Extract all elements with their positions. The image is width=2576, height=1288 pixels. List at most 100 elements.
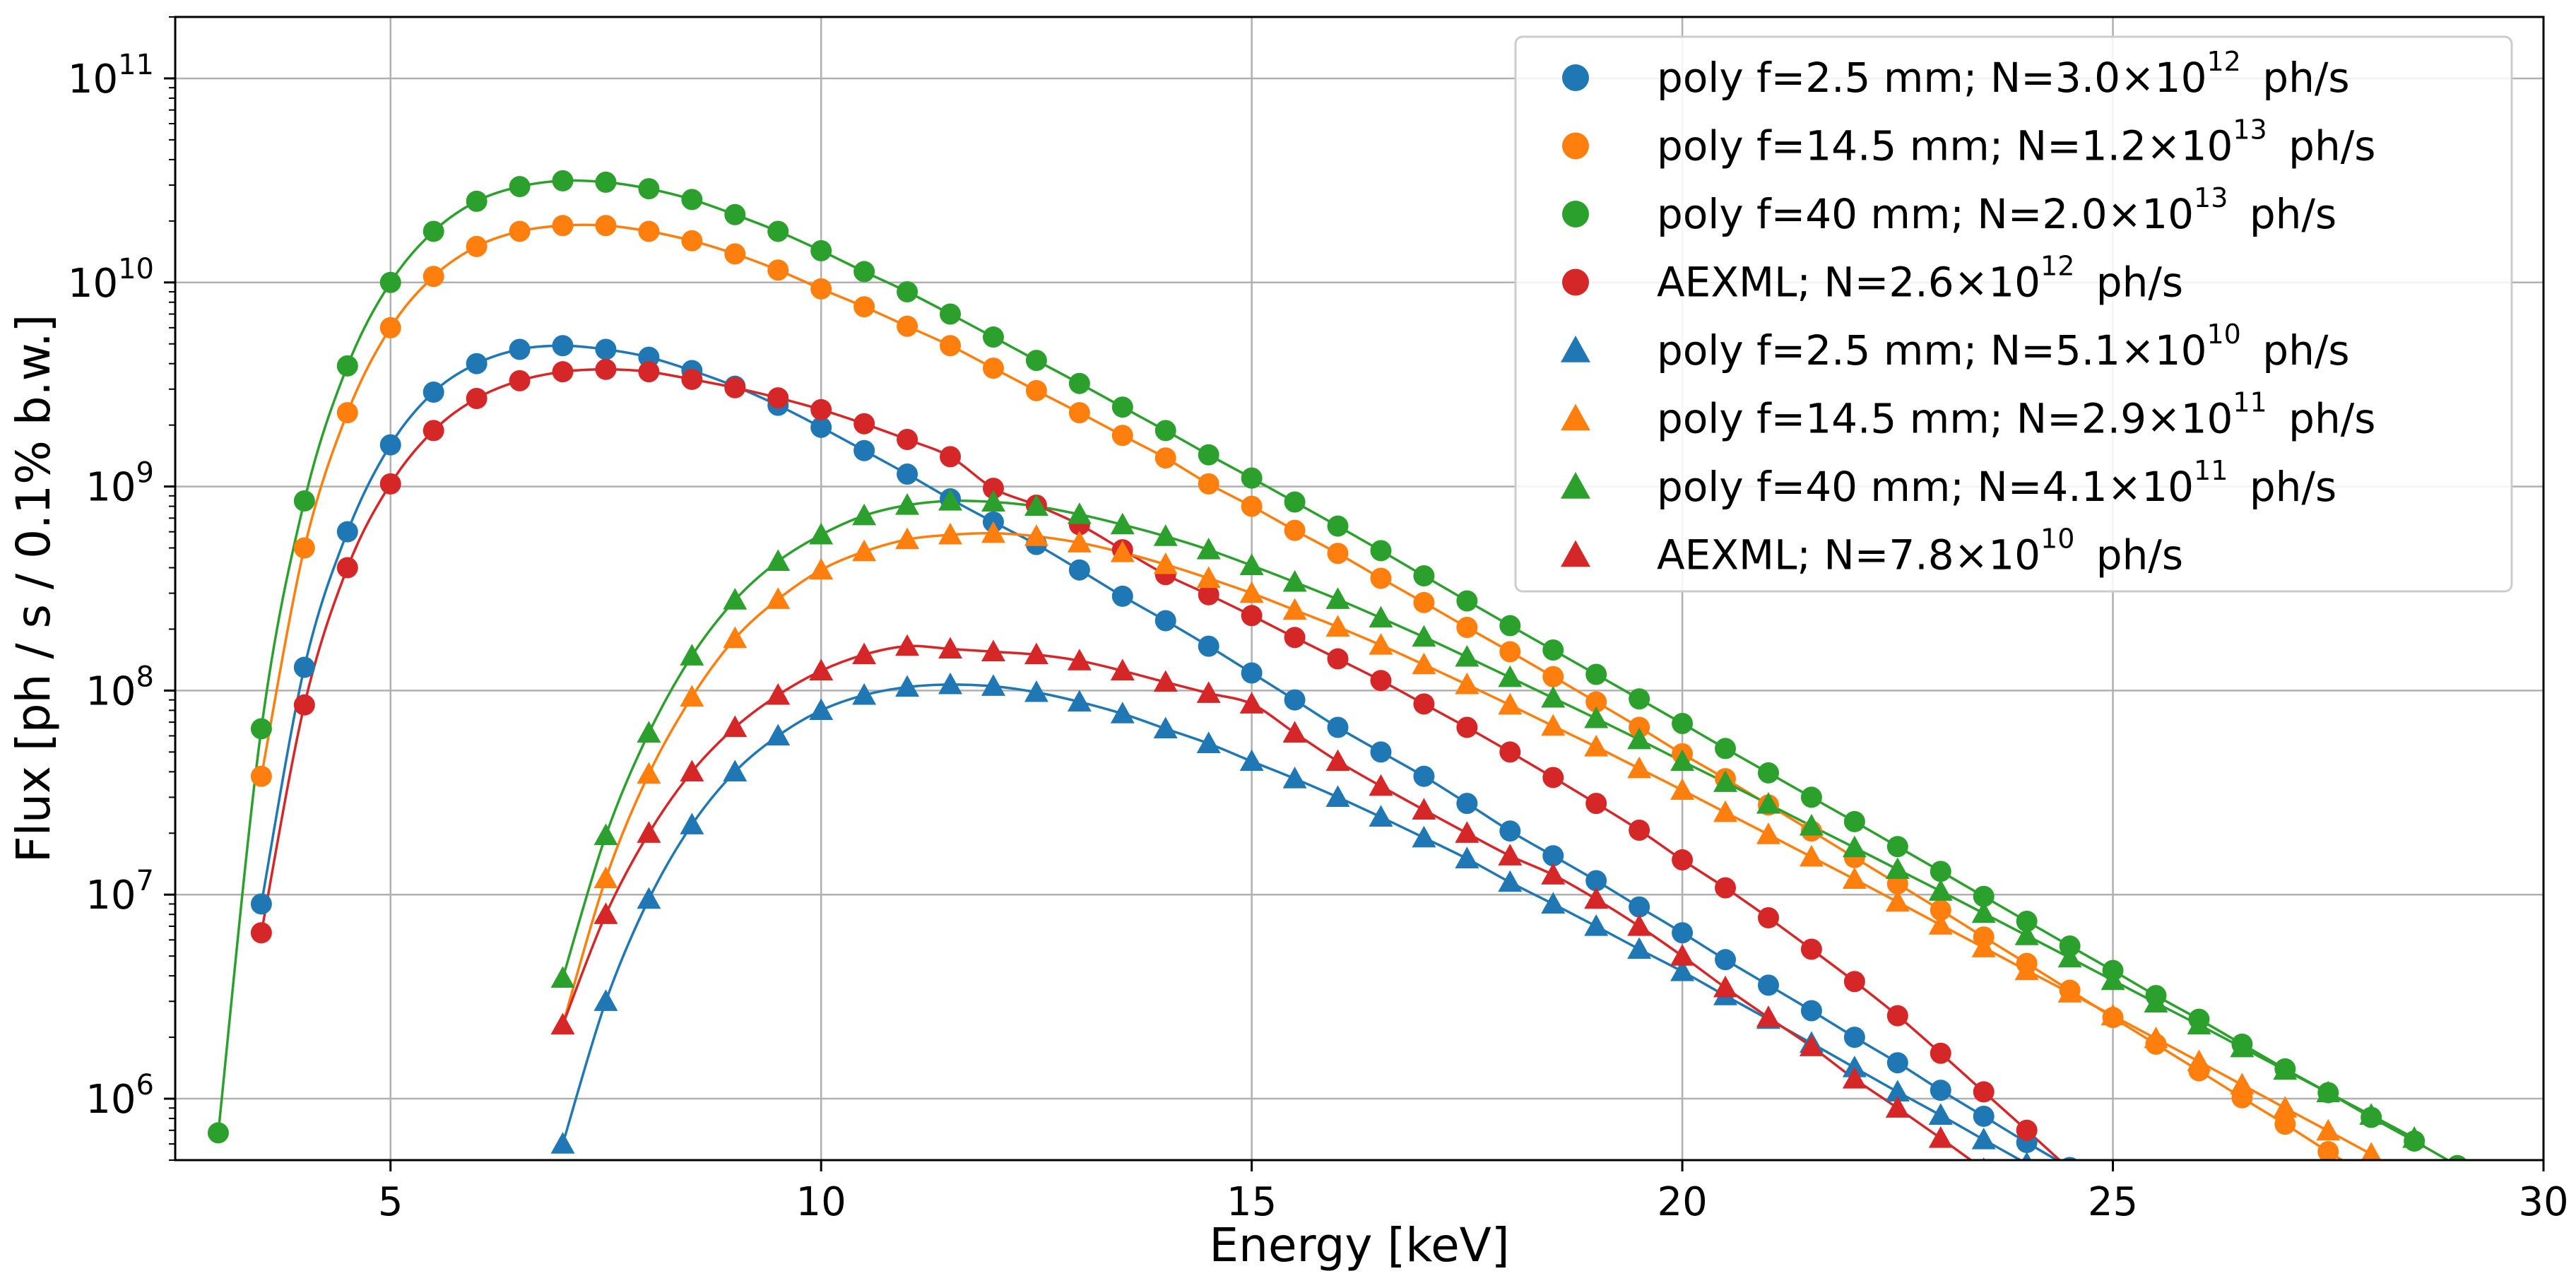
data-point (1542, 845, 1564, 867)
data-point (2101, 1003, 2125, 1026)
data-point (1282, 767, 1307, 788)
data-point (1842, 1056, 1867, 1077)
data-point (1672, 922, 1694, 944)
data-point (897, 463, 918, 485)
data-point (1585, 870, 1607, 892)
data-point (1239, 692, 1264, 714)
legend-entry: poly f=14.5 mm; N=1.2×1013 ph/s (1562, 114, 2376, 170)
data-point (638, 346, 660, 368)
data-point (336, 402, 358, 424)
data-point (2022, 1152, 2032, 1160)
data-point (1412, 625, 1436, 647)
data-point (1971, 901, 1996, 923)
legend-label: poly f=14.5 mm; N=1.2×1013 ph/s (1657, 114, 2376, 170)
data-point (2361, 1167, 2382, 1188)
data-point (767, 387, 789, 409)
data-point (723, 588, 748, 610)
legend-label: AEXML; N=2.6×1012 ph/s (1657, 251, 2183, 307)
data-point (1886, 1052, 1908, 1074)
data-point (1110, 658, 1135, 681)
data-point (1325, 615, 1350, 637)
data-point (250, 718, 272, 740)
data-point (293, 694, 315, 716)
data-point (810, 278, 832, 300)
data-point (550, 1132, 575, 1154)
data-point (509, 338, 531, 360)
data-point (809, 658, 834, 681)
data-point (982, 478, 1004, 500)
data-point (1241, 467, 1263, 489)
data-point (1930, 1080, 1951, 1101)
data-point (897, 280, 918, 302)
data-point (1757, 974, 1779, 996)
data-point (938, 522, 963, 545)
data-point (637, 821, 661, 843)
data-point (2064, 1159, 2075, 1160)
data-point (2230, 1035, 2255, 1058)
data-point (1713, 770, 1738, 792)
data-point (1842, 835, 1867, 858)
data-point (1886, 836, 1908, 858)
data-point (1928, 1126, 1953, 1148)
data-point (1885, 1096, 1910, 1118)
data-point (1068, 559, 1090, 581)
x-tick-label: 30 (2518, 1179, 2568, 1225)
data-point (1282, 721, 1307, 743)
data-point (853, 296, 875, 318)
x-tick-label: 25 (2088, 1179, 2138, 1225)
y-tick-label: 106 (85, 1069, 154, 1123)
data-point (595, 358, 617, 380)
data-point (423, 420, 444, 442)
legend-marker (1561, 336, 1590, 362)
data-point (509, 220, 531, 242)
y-axis-label: Flux [ph / s / 0.1% b.w.] (6, 314, 61, 863)
data-point (293, 490, 315, 512)
data-point (1370, 670, 1392, 692)
data-point (723, 626, 748, 649)
data-point (2359, 1103, 2384, 1125)
data-point (1198, 473, 1219, 495)
y-tick-label: 108 (85, 661, 154, 714)
data-point (1455, 821, 1479, 843)
data-point (1670, 959, 1695, 981)
data-point (1843, 1027, 1865, 1048)
data-point (1196, 538, 1221, 560)
data-point (1412, 652, 1436, 675)
data-point (1541, 892, 1566, 914)
data-point (638, 178, 660, 200)
data-point (2274, 1113, 2296, 1135)
data-point (550, 1012, 575, 1035)
x-tick-label: 5 (378, 1179, 403, 1225)
data-point (1370, 540, 1392, 562)
data-point (552, 215, 574, 237)
data-point (1499, 641, 1521, 663)
data-point (466, 353, 488, 374)
legend-marker (1562, 64, 1589, 91)
data-point (1499, 741, 1521, 763)
legend-entry: poly f=40 mm; N=4.1×1011 ph/s (1561, 455, 2336, 511)
data-point (1284, 491, 1306, 513)
data-point (1584, 706, 1609, 728)
data-point (2016, 1119, 2038, 1141)
data-point (1456, 793, 1478, 815)
data-point (336, 557, 358, 579)
data-point (1241, 662, 1263, 684)
legend-entry: poly f=2.5 mm; N=5.1×1010 ph/s (1561, 319, 2350, 374)
data-point (1885, 1080, 1910, 1102)
data-point (680, 813, 704, 834)
data-point (895, 493, 920, 515)
data-point (552, 170, 574, 191)
legend-label: AEXML; N=7.8×1010 ph/s (1657, 524, 2183, 579)
data-point (2317, 1141, 2339, 1160)
data-point (1670, 778, 1695, 800)
data-point (724, 377, 746, 398)
data-point (1198, 635, 1219, 657)
data-point (1111, 425, 1133, 447)
data-point (1370, 741, 1392, 763)
data-point (1629, 819, 1650, 841)
data-point (982, 358, 1004, 379)
legend-entry: poly f=2.5 mm; N=3.0×1012 ph/s (1562, 46, 2350, 102)
data-point (550, 966, 575, 988)
data-point (1756, 822, 1780, 844)
data-point (1241, 605, 1263, 627)
